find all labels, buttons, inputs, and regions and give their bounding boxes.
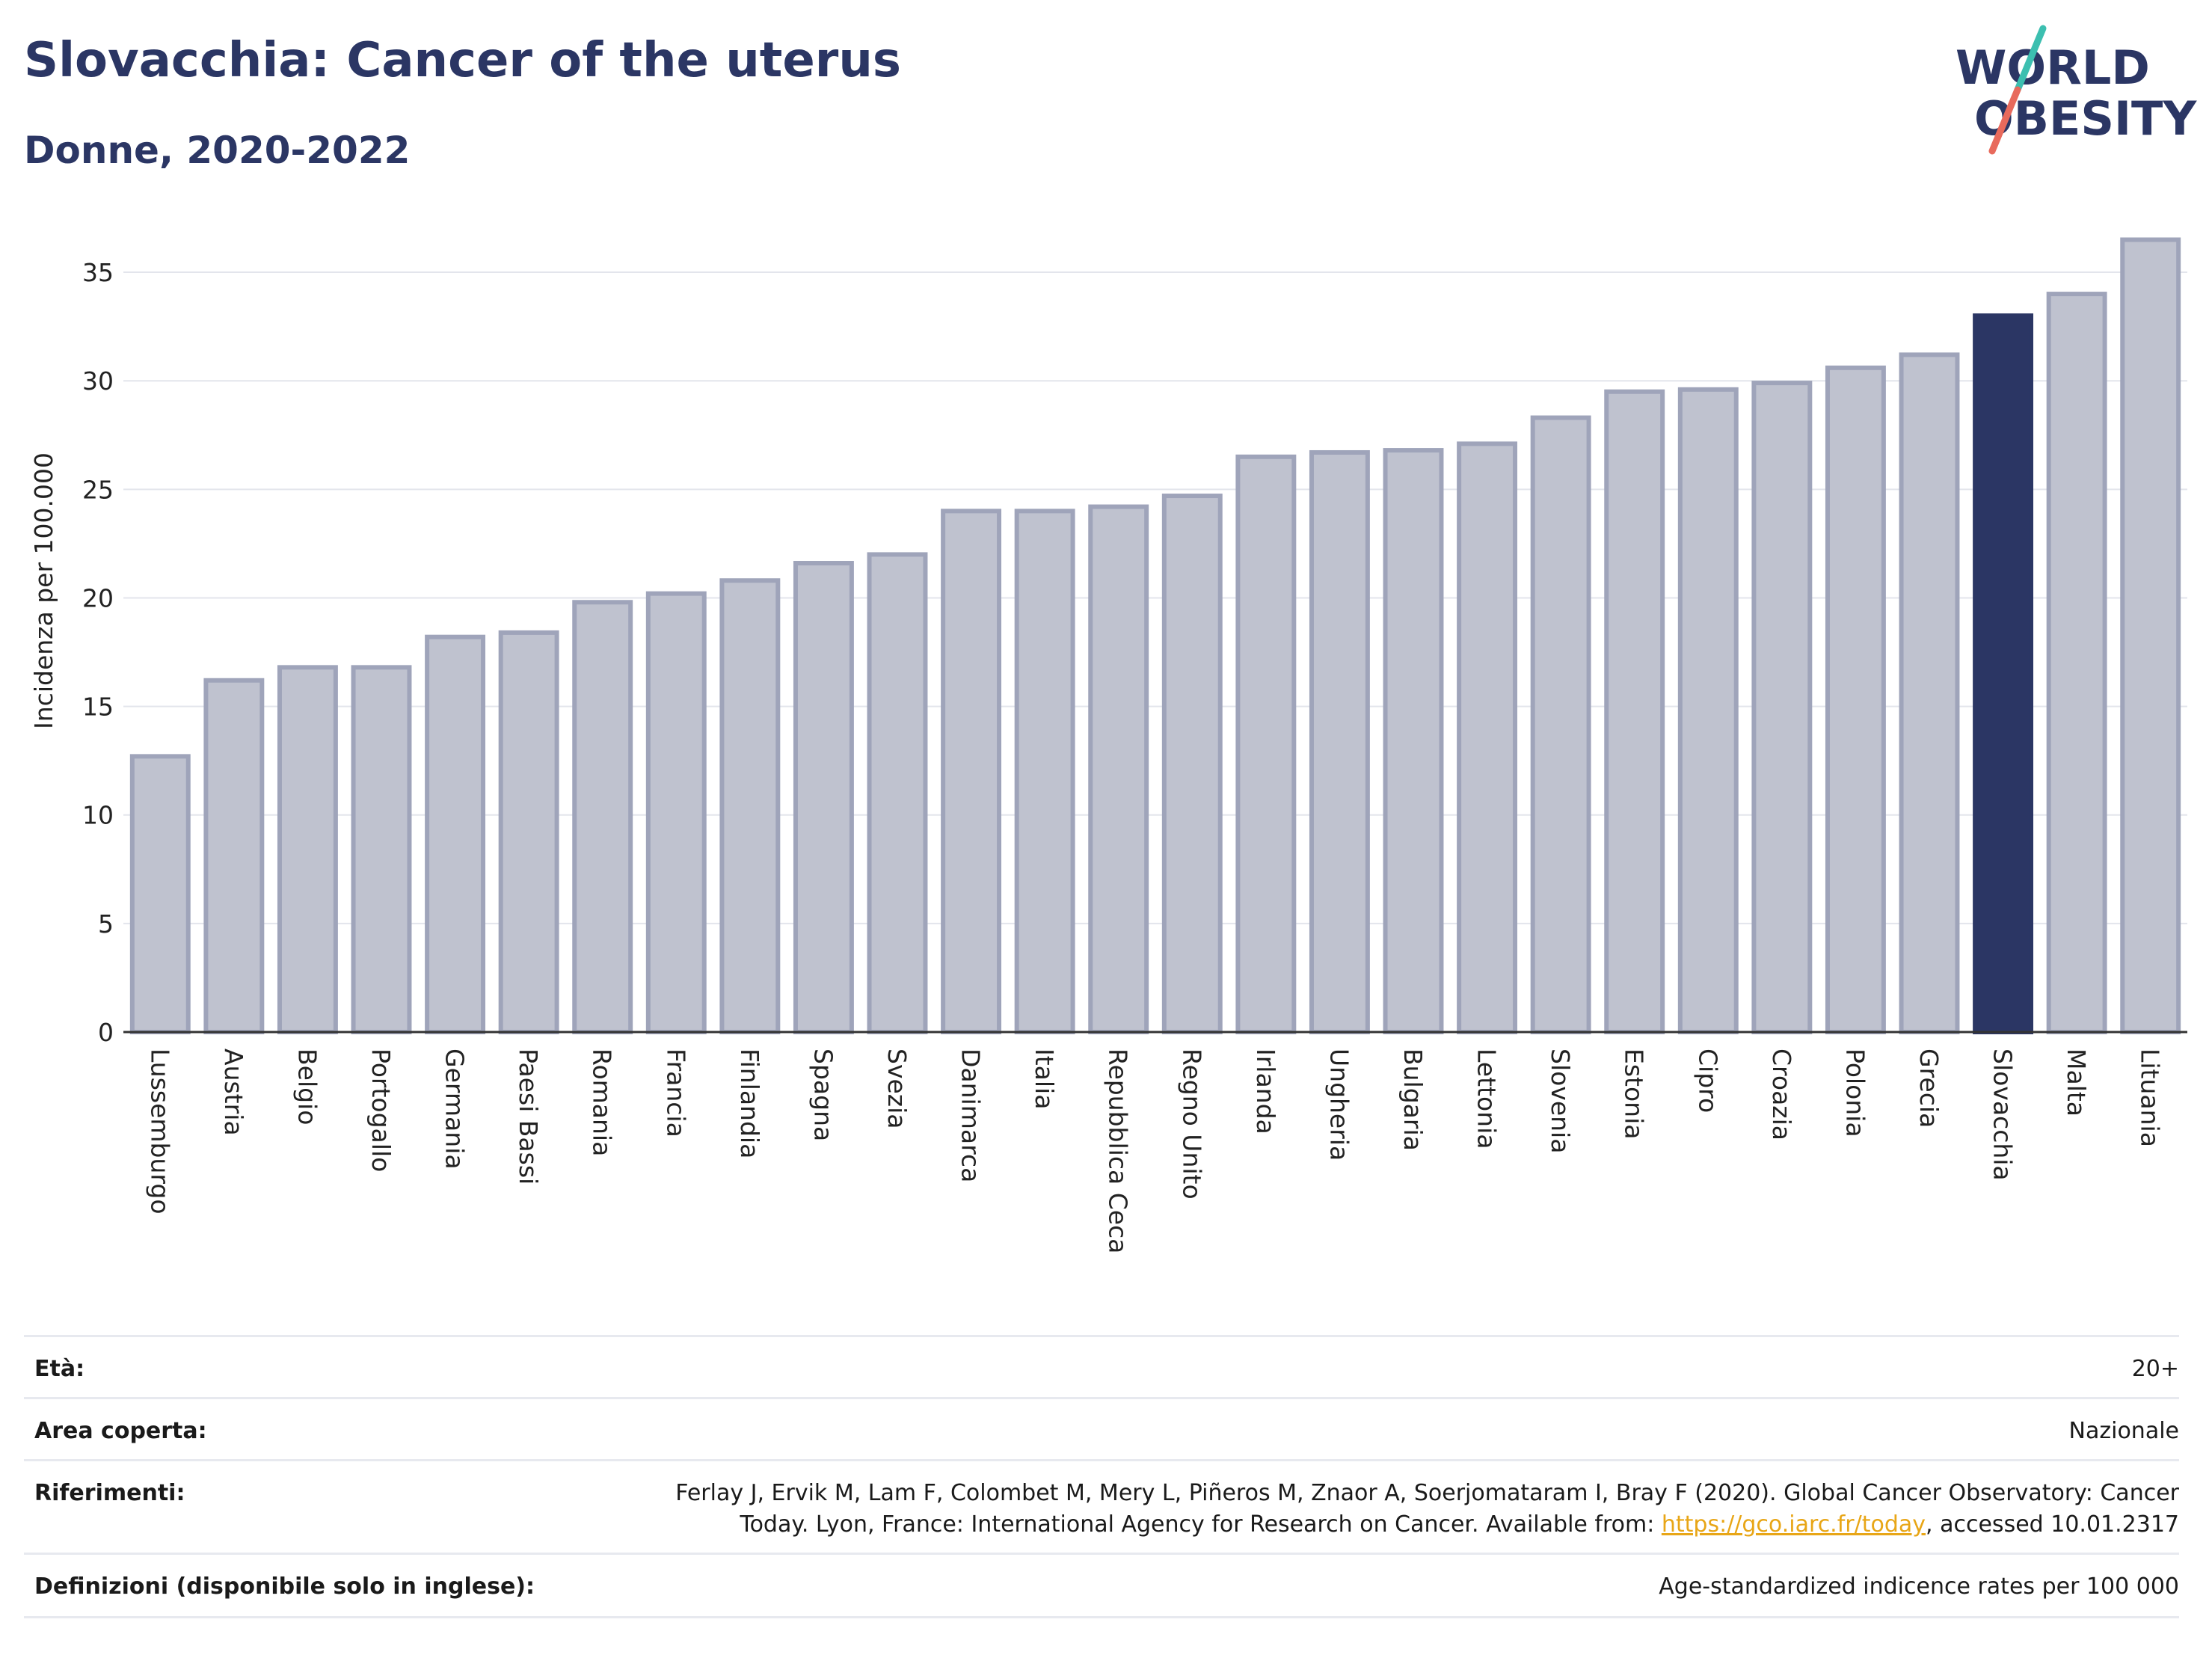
bar-regno-unito	[1161, 494, 1223, 1034]
bar-spagna	[793, 561, 854, 1034]
bar-grecia	[1899, 352, 1960, 1034]
references-accessed: , accessed 10.01.2317	[1926, 1511, 2179, 1538]
x-tick-label: Austria	[219, 1048, 248, 1136]
x-tick-label: Cipro	[1693, 1048, 1722, 1113]
bar-polonia	[1825, 365, 1886, 1035]
chart-subtitle: Donne, 2020-2022	[24, 129, 411, 172]
bar-romania	[572, 600, 633, 1034]
svg-text:WORLD: WORLD	[1956, 40, 2150, 95]
x-tick-label: Svezia	[882, 1048, 912, 1129]
bar-lituania	[2120, 237, 2181, 1034]
x-tick-label: Repubblica Ceca	[1104, 1048, 1133, 1253]
info-row-area: Area coperta: Nazionale	[24, 1397, 2179, 1459]
bar-francia	[645, 591, 707, 1034]
x-tick-label: Croazia	[1767, 1048, 1796, 1140]
x-tick-label: Finlandia	[735, 1048, 764, 1158]
x-tick-label: Grecia	[1914, 1048, 1944, 1128]
y-axis-ticks: 0 5 10 15 20 25 30 35	[82, 258, 114, 1047]
x-tick-label: Slovacchia	[1988, 1048, 2018, 1181]
bar-cipro	[1677, 387, 1739, 1034]
x-tick-label: Malta	[2062, 1048, 2091, 1117]
y-axis-label: Incidenza per 100.000	[29, 452, 58, 729]
x-tick-label: Francia	[661, 1048, 690, 1137]
x-tick-label: Irlanda	[1251, 1048, 1280, 1134]
x-tick-label: Bulgaria	[1398, 1048, 1428, 1151]
x-tick-label: Slovenia	[1546, 1048, 1575, 1153]
bar-danimarca	[941, 509, 1002, 1034]
y-tick-label: 25	[82, 475, 114, 504]
y-tick-label: 5	[98, 909, 114, 939]
bar-austria	[203, 678, 265, 1034]
bar-estonia	[1604, 389, 1665, 1034]
bar-repubblica-ceca	[1088, 504, 1149, 1034]
x-tick-label: Portogallo	[366, 1048, 396, 1172]
y-tick-label: 35	[82, 258, 114, 287]
info-row-definitions: Definizioni (disponibile solo in inglese…	[24, 1553, 2179, 1618]
bar-belgio	[277, 665, 338, 1034]
age-value: 20+	[2131, 1356, 2179, 1382]
x-tick-label: Spagna	[808, 1048, 838, 1141]
x-tick-label: Romania	[588, 1048, 617, 1156]
y-tick-label: 10	[82, 801, 114, 830]
definitions-label: Definizioni (disponibile solo in inglese…	[34, 1573, 535, 1600]
x-tick-label: Ungheria	[1324, 1048, 1354, 1161]
definitions-value: Age-standardized indicence rates per 100…	[1659, 1573, 2179, 1600]
info-row-age: Età: 20+	[24, 1335, 2179, 1397]
references-label: Riferimenti:	[34, 1480, 185, 1506]
x-tick-label: Lettonia	[1472, 1048, 1502, 1149]
bar-portogallo	[351, 665, 412, 1034]
area-label: Area coperta:	[34, 1418, 207, 1444]
bar-slovenia	[1530, 415, 1591, 1034]
x-tick-label: Lussemburgo	[145, 1048, 174, 1215]
x-tick-label: Danimarca	[956, 1048, 986, 1182]
bar-lettonia	[1457, 441, 1518, 1034]
chart-title: Slovacchia: Cancer of the uterus	[24, 33, 901, 88]
area-value: Nazionale	[2068, 1418, 2179, 1444]
bar-finlandia	[719, 578, 781, 1034]
bar-bulgaria	[1383, 448, 1444, 1034]
bar-ungheria	[1309, 449, 1370, 1034]
x-tick-label: Estonia	[1620, 1048, 1649, 1139]
y-tick-label: 30	[82, 366, 114, 396]
bar-svezia	[867, 552, 928, 1034]
world-obesity-logo: WORLD OBESITY	[1956, 25, 2197, 155]
x-tick-label: Regno Unito	[1177, 1048, 1206, 1200]
x-tick-label: Polonia	[1840, 1048, 1870, 1137]
bar-malta	[2046, 292, 2107, 1035]
y-tick-label: 15	[82, 693, 114, 722]
references-text: Ferlay J, Ervik M, Lam F, Colombet M, Me…	[675, 1480, 2179, 1538]
info-row-references: Riferimenti: Ferlay J, Ervik M, Lam F, C…	[24, 1459, 2179, 1553]
y-tick-label: 20	[82, 583, 114, 612]
info-table: Età: 20+ Area coperta: Nazionale Riferim…	[24, 1335, 2179, 1618]
y-tick-label: 0	[98, 1018, 114, 1047]
bar-lussemburgo	[129, 754, 191, 1034]
references-value: Ferlay J, Ervik M, Lam F, Colombet M, Me…	[609, 1461, 2179, 1553]
bar-irlanda	[1235, 454, 1297, 1034]
bars	[129, 237, 2181, 1035]
bar-chart: 0 5 10 15 20 25 30 35 Lussemburgo Austria Belgio P…	[29, 237, 2187, 1253]
x-tick-label: Belgio	[292, 1048, 322, 1125]
bar-croazia	[1751, 381, 1813, 1034]
references-link[interactable]: https://gco.iarc.fr/today	[1661, 1511, 1926, 1538]
bar-paesi-bassi	[498, 630, 559, 1034]
age-label: Età:	[34, 1356, 85, 1382]
bar-italia	[1014, 509, 1075, 1034]
x-tick-label: Germania	[440, 1048, 470, 1170]
bar-germania	[425, 634, 486, 1034]
x-tick-label: Lituania	[2136, 1048, 2165, 1147]
x-tick-label: Paesi Bassi	[514, 1048, 543, 1185]
x-axis-labels: Lussemburgo Austria Belgio Portogallo German…	[145, 1048, 2164, 1253]
bar-slovacchia	[1973, 313, 2034, 1034]
x-tick-label: Italia	[1030, 1048, 1059, 1109]
